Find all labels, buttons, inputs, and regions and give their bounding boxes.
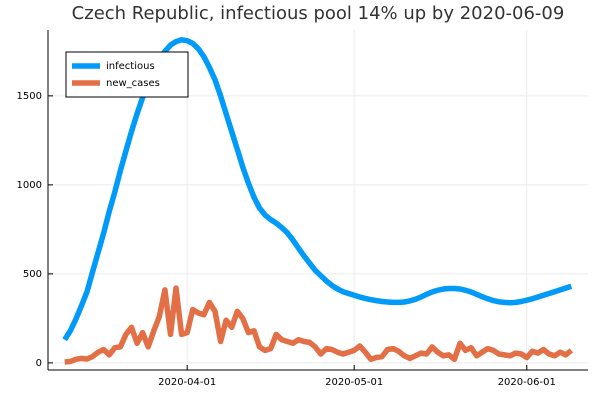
y-tick-label: 1000 [17,180,42,191]
x-tick-label: 2020-06-01 [498,377,556,388]
series-line [64,285,574,365]
x-tick-label: 2020-04-01 [158,377,216,388]
y-tick-label: 500 [23,269,42,280]
y-tick-label: 1500 [17,91,42,102]
y-tick-label: 0 [36,358,42,369]
x-tick-label: 2020-05-01 [325,377,383,388]
legend-label: infectious [106,61,155,72]
chart-title: Czech Republic, infectious pool 14% up b… [72,3,565,24]
legend-box [65,51,189,98]
legend-label: new_cases [106,78,160,89]
